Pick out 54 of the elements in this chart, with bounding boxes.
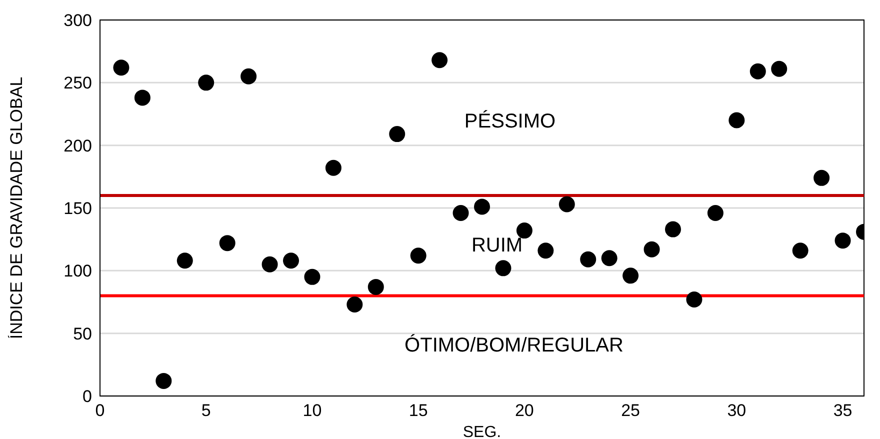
point [601, 250, 618, 266]
point [814, 170, 830, 186]
point [283, 252, 299, 269]
annotation: ÓTIMO/BOM/REGULAR [404, 334, 624, 358]
point [452, 205, 469, 222]
point [771, 60, 788, 77]
annotation: PÉSSIMO [464, 110, 556, 134]
point [644, 241, 660, 258]
point [346, 296, 363, 313]
point [219, 235, 236, 252]
point [474, 198, 490, 215]
point [538, 242, 554, 259]
point [304, 268, 320, 285]
point [368, 278, 384, 295]
point [134, 90, 150, 106]
x-tick-label: 15 [408, 401, 428, 420]
x-tick-label: 20 [514, 401, 534, 420]
y-tick-label: 0 [82, 387, 92, 406]
y-tick-label: 50 [73, 324, 92, 344]
x-tick-label: 0 [95, 401, 105, 420]
x-tick-label: 10 [302, 401, 322, 420]
point [707, 205, 724, 222]
x-tick-label: 5 [201, 401, 211, 420]
point [686, 291, 702, 308]
point [198, 74, 214, 91]
point [516, 222, 532, 239]
y-tick-label: 100 [64, 262, 92, 281]
y-tick-label: 150 [64, 199, 92, 218]
x-tick-label: 25 [621, 401, 640, 420]
point [432, 52, 448, 68]
point [410, 248, 426, 264]
point [622, 268, 639, 284]
x-axis-title: SEG. [462, 424, 502, 439]
point [262, 256, 278, 272]
x-tick-label: 30 [727, 401, 746, 420]
point [240, 68, 257, 84]
point [389, 126, 406, 142]
point [495, 260, 512, 276]
point [325, 160, 342, 176]
y-tick-label: 200 [64, 136, 92, 156]
point [665, 221, 681, 238]
point [113, 60, 130, 76]
y-tick-label: 300 [64, 11, 92, 30]
x-tick-label: 35 [833, 401, 852, 420]
point [156, 372, 172, 389]
y-tick-label: 250 [64, 74, 92, 93]
point [834, 232, 851, 249]
point [728, 112, 745, 128]
annotation: RUIM [471, 234, 523, 258]
point [176, 252, 193, 269]
point [792, 242, 808, 259]
point [580, 251, 596, 268]
point [750, 63, 766, 80]
point [558, 196, 575, 212]
